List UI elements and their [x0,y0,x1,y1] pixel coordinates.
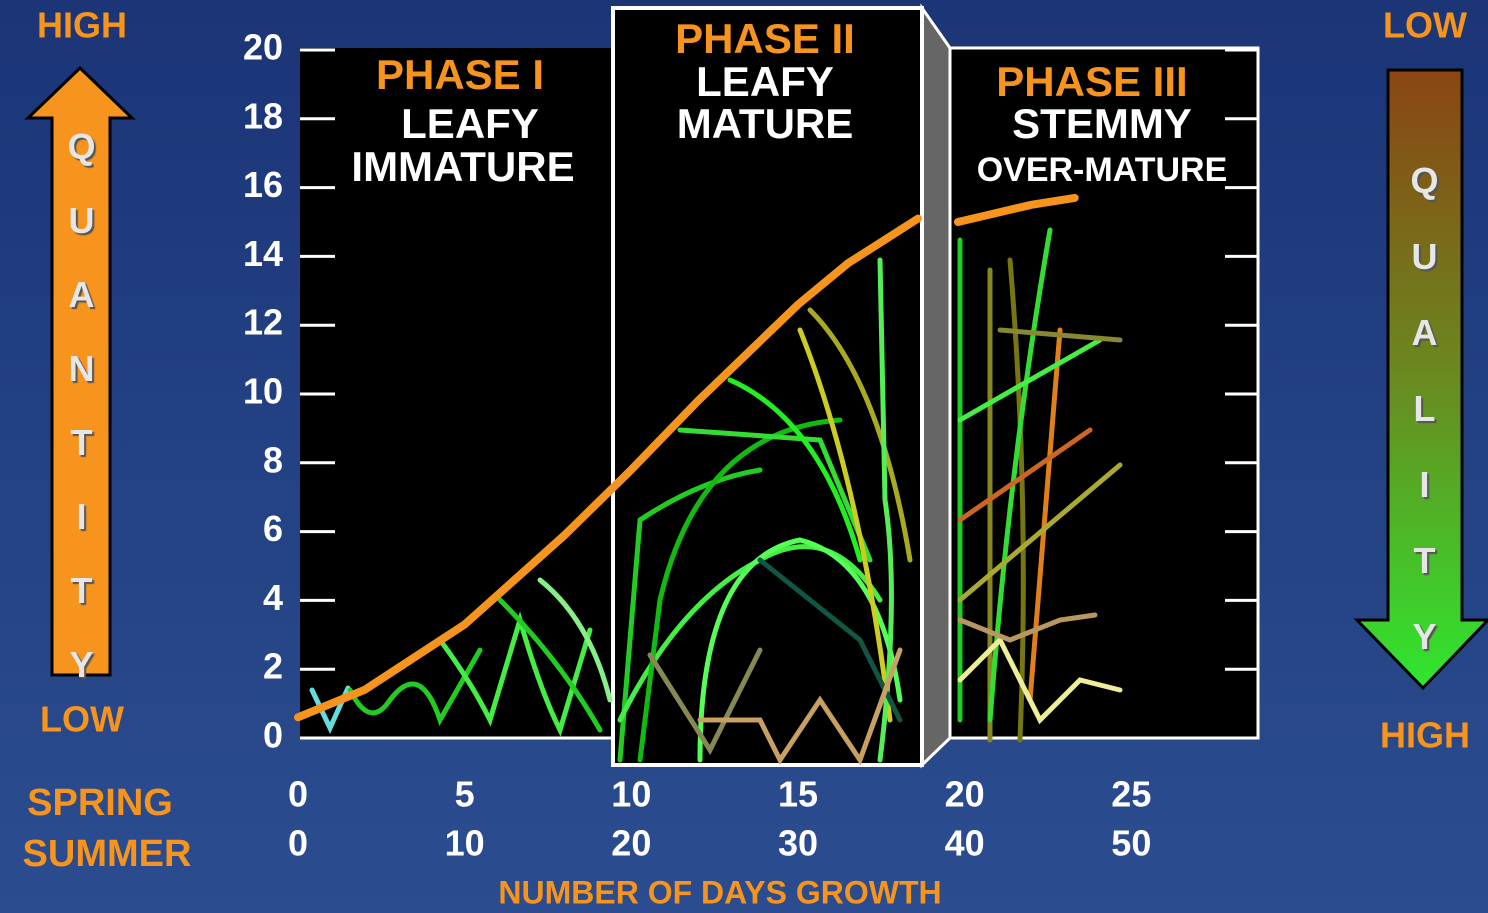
x2-tick-label: 20 [611,823,651,864]
x2-tick-label: 30 [778,823,818,864]
phase-description: LEAFY [401,100,539,147]
y-tick-label: 10 [243,371,283,412]
slide: HIGH LOW LOW HIGH SPRING SUMMER NUMBER O… [0,0,1488,913]
phase-title: PHASE I [376,51,544,98]
y-tick-label: 12 [243,302,283,343]
phase-description: MATURE [677,100,854,147]
y-tick-label: 18 [243,95,283,136]
phase-title: PHASE II [675,15,855,62]
chart: HIGH LOW LOW HIGH SPRING SUMMER NUMBER O… [0,0,1488,913]
x-tick-label: 20 [945,774,985,815]
quantity-label: QUANTITY [60,126,102,676]
y-tick-label: 16 [243,164,283,205]
phase-description: LEAFY [696,58,834,105]
x2-tick-label: 40 [945,823,985,864]
x-axis-label: NUMBER OF DAYS GROWTH [498,874,941,910]
x2-axis-name: SUMMER [23,833,192,875]
phase-description: IMMATURE [351,143,574,190]
y-tick-label: 0 [263,715,283,756]
y-tick-label: 6 [263,508,283,549]
phase-title: PHASE III [996,58,1187,105]
right-top-label: LOW [1383,5,1467,46]
left-top-label: HIGH [37,5,127,46]
x-tick-label: 25 [1111,774,1151,815]
phase-description: OVER-MATURE [977,151,1228,189]
y-tick-label: 2 [263,646,283,687]
y-tick-label: 14 [243,233,283,274]
x2-tick-label: 0 [288,823,308,864]
y-tick-label: 4 [263,577,283,618]
quality-label: QUALITY [1403,160,1445,640]
x-tick-label: 5 [455,774,475,815]
x2-tick-label: 10 [445,823,485,864]
x-tick-label: 0 [288,774,308,815]
y-tick-label: 8 [263,439,283,480]
x2-tick-label: 50 [1111,823,1151,864]
right-bottom-label: HIGH [1380,715,1470,756]
x-axis-name: SPRING [27,782,173,824]
x-tick-label: 15 [778,774,818,815]
x-tick-label: 10 [611,774,651,815]
y-tick-label: 20 [243,27,283,68]
phase-description: STEMMY [1012,100,1192,147]
panel-divider [922,8,950,765]
